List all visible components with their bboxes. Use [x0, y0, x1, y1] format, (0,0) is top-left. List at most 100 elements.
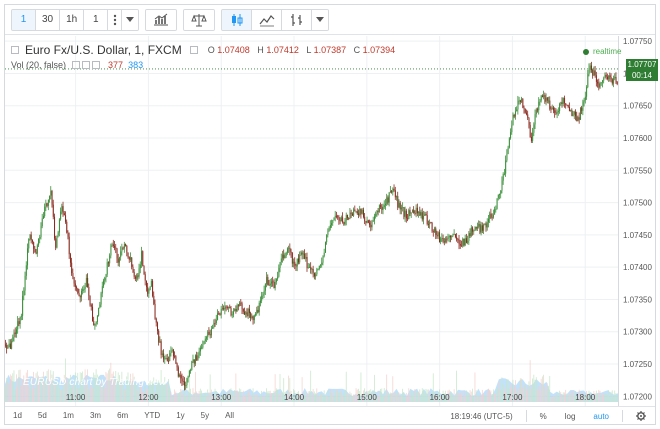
candle-body — [332, 220, 334, 224]
volume-bar — [500, 389, 502, 402]
range-all-button[interactable]: All — [225, 411, 234, 420]
settings-icon[interactable] — [82, 61, 91, 69]
range-ytd-button[interactable]: YTD — [144, 411, 161, 420]
bars-icon[interactable] — [282, 9, 313, 30]
range-5y-button[interactable]: 5y — [200, 411, 210, 420]
candle-body — [420, 212, 422, 216]
x-tick-label: 12:00 — [138, 393, 159, 402]
gear-icon[interactable] — [627, 407, 655, 425]
dropdown-arrow-icon[interactable] — [312, 9, 329, 30]
volume-bar — [256, 393, 258, 402]
bar-countdown: 00:14 — [626, 70, 658, 81]
interval-custom-button[interactable]: 1 — [84, 9, 109, 30]
range-6m-button[interactable]: 6m — [117, 411, 129, 420]
range-5d-button[interactable]: 5d — [37, 411, 47, 420]
settings-icon[interactable] — [189, 46, 198, 54]
candle-body — [426, 215, 428, 225]
candle-body — [374, 216, 376, 221]
candle-body — [579, 107, 581, 120]
volume-bar — [212, 396, 213, 402]
volume-bar — [364, 388, 366, 402]
candle-body — [413, 209, 415, 214]
y-tick-label: 1.07600 — [623, 134, 652, 143]
candle-body — [517, 100, 519, 110]
candle-body — [104, 277, 106, 281]
candle-body — [271, 281, 273, 284]
price-chart[interactable]: 1.077501.077001.076501.076001.075501.075… — [5, 36, 655, 406]
volume-bar — [594, 393, 596, 402]
indicator-icon[interactable] — [252, 9, 283, 30]
volume-bar — [241, 396, 243, 402]
volume-bar — [548, 385, 549, 402]
candle-body — [376, 210, 378, 214]
volume-bar — [144, 385, 146, 402]
candle-body — [185, 385, 187, 387]
volume-bar — [295, 396, 297, 402]
candle-body — [539, 100, 541, 102]
y-tick-label: 1.07450 — [623, 231, 652, 240]
volume-bar — [89, 386, 91, 402]
x-tick-label: 14:00 — [284, 393, 305, 402]
range-1y-button[interactable]: 1y — [176, 411, 185, 420]
volume-bar — [7, 382, 9, 402]
range-3m-button[interactable]: 3m — [89, 411, 102, 420]
collapse-icon[interactable] — [11, 46, 19, 54]
volume-bar — [115, 370, 117, 402]
interval-1h-button[interactable]: 1h — [60, 9, 85, 30]
volume-bar — [106, 373, 108, 402]
volume-bar — [170, 391, 172, 402]
candle-body — [304, 253, 306, 259]
interval-30-button[interactable]: 30 — [36, 9, 61, 30]
interval-1-button[interactable]: 1 — [12, 9, 36, 30]
compare-scale-icon[interactable] — [184, 9, 215, 30]
log-toggle[interactable]: log — [564, 411, 576, 421]
volume-bar — [540, 378, 542, 402]
candle-body — [136, 275, 138, 279]
candle-body — [378, 205, 380, 212]
candle-body — [495, 208, 497, 210]
volume-bar — [534, 379, 536, 402]
volume-bar — [255, 394, 256, 402]
candles-icon[interactable] — [222, 9, 253, 30]
candle-body — [610, 77, 612, 80]
volume-bar — [377, 390, 379, 402]
range-1d-button[interactable]: 1d — [13, 411, 22, 420]
candle-body — [34, 248, 36, 253]
volume-bar — [508, 388, 510, 402]
volume-bar — [267, 391, 269, 402]
more-vertical-icon[interactable] — [108, 9, 123, 30]
volume-bar — [315, 393, 316, 402]
candle-body — [182, 381, 184, 382]
candle-body — [331, 223, 333, 226]
range-1m-button[interactable]: 1m — [62, 411, 74, 420]
close-value: 1.07394 — [362, 45, 396, 55]
bar-chart-type-icon[interactable] — [146, 9, 177, 30]
candle-body — [435, 228, 437, 235]
hide-icon[interactable] — [72, 61, 81, 69]
dropdown-arrow-icon[interactable] — [122, 9, 139, 30]
volume-bar — [305, 396, 307, 402]
volume-bar — [191, 396, 193, 402]
candle-body — [561, 102, 563, 104]
candle-body — [67, 232, 69, 237]
candle-body — [313, 272, 315, 277]
volume-bar — [554, 396, 556, 402]
candle-body — [375, 213, 377, 217]
candle-body — [209, 334, 211, 336]
candle-body — [497, 195, 499, 199]
clock-time[interactable]: 18:19:46 (UTC-5) — [450, 411, 513, 421]
volume-bar — [340, 390, 342, 402]
volume-bar — [588, 390, 590, 402]
candle-body — [130, 257, 132, 260]
auto-toggle[interactable]: auto — [593, 411, 609, 421]
candle-body — [564, 98, 566, 104]
close-icon[interactable] — [92, 61, 101, 69]
candle-body — [499, 193, 501, 196]
candle-body — [307, 267, 309, 269]
candle-body — [546, 97, 548, 101]
candle-body — [478, 224, 480, 227]
divider — [525, 410, 527, 422]
candle-body — [469, 233, 471, 236]
candle-body — [442, 238, 444, 242]
percent-toggle[interactable]: % — [539, 411, 547, 421]
